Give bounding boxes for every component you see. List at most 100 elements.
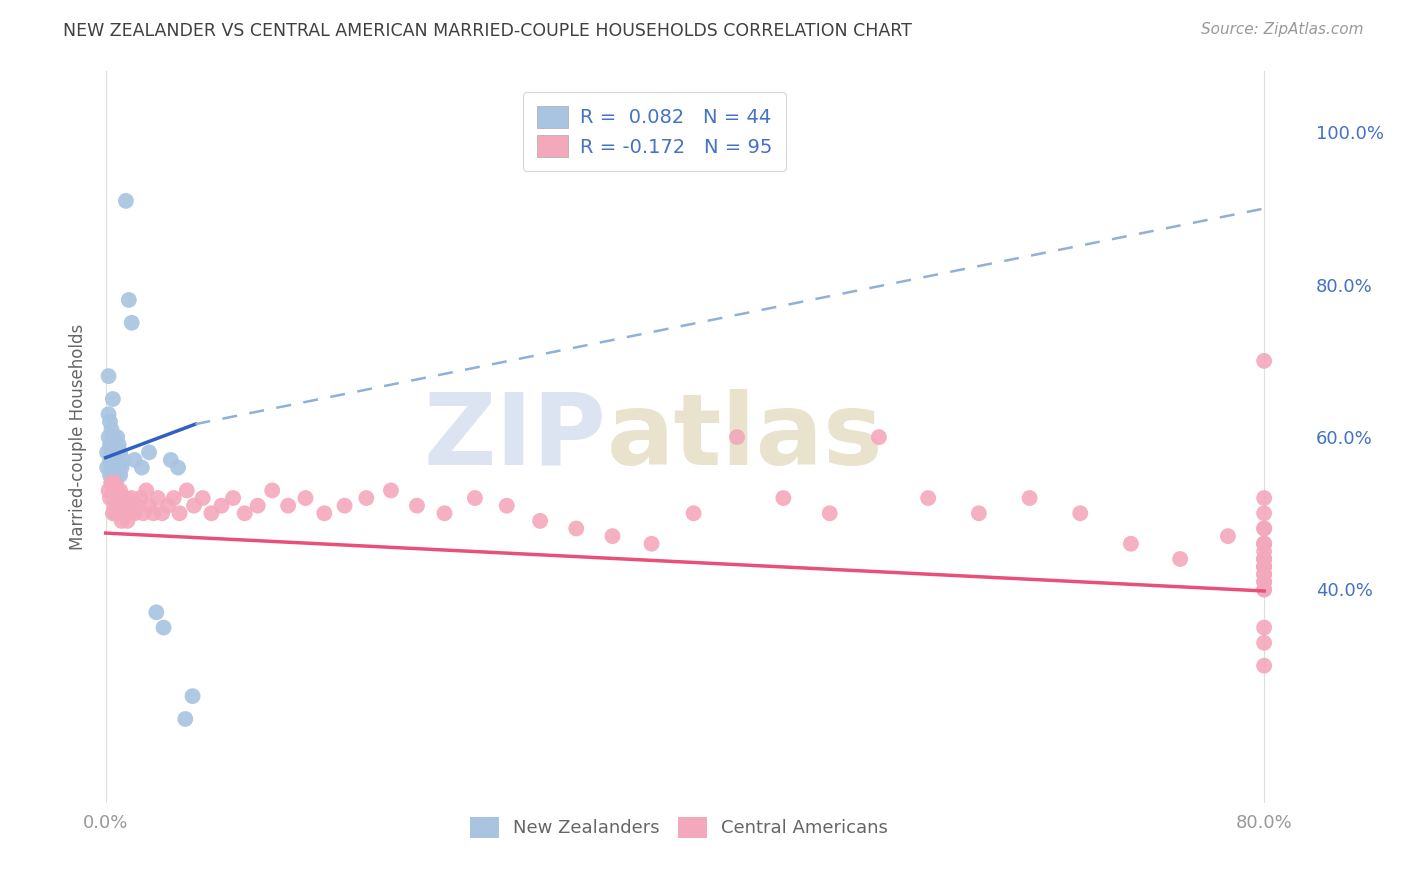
Point [222, 491, 245, 505]
Point [565, 521, 588, 535]
Point [380, 483, 402, 498]
Point [98, 415, 121, 429]
Point [1253, 559, 1275, 574]
Point [152, 621, 174, 635]
Point [107, 438, 129, 452]
Point [100, 422, 122, 436]
Point [105, 453, 128, 467]
Point [159, 453, 181, 467]
Text: atlas: atlas [606, 389, 883, 485]
Point [1253, 574, 1275, 589]
Point [98, 468, 121, 483]
Point [108, 506, 131, 520]
Point [121, 491, 143, 505]
Point [129, 491, 152, 505]
Point [1253, 537, 1275, 551]
Point [174, 712, 197, 726]
Point [277, 499, 299, 513]
Point [1253, 537, 1275, 551]
Point [100, 475, 122, 490]
Point [97, 483, 120, 498]
Point [176, 483, 198, 498]
Point [104, 460, 127, 475]
Point [1253, 537, 1275, 551]
Point [117, 514, 139, 528]
Point [121, 316, 143, 330]
Point [1253, 506, 1275, 520]
Point [868, 430, 890, 444]
Point [103, 475, 125, 490]
Point [1253, 636, 1275, 650]
Point [314, 506, 336, 520]
Point [135, 483, 157, 498]
Point [97, 430, 120, 444]
Point [529, 514, 551, 528]
Point [640, 537, 662, 551]
Point [110, 460, 132, 475]
Point [100, 460, 122, 475]
Point [97, 369, 120, 384]
Point [142, 506, 165, 520]
Point [98, 453, 121, 467]
Point [1253, 658, 1275, 673]
Point [1253, 521, 1275, 535]
Point [406, 499, 429, 513]
Point [233, 506, 256, 520]
Point [103, 430, 125, 444]
Point [105, 499, 128, 513]
Point [118, 293, 141, 307]
Point [1253, 567, 1275, 582]
Point [682, 506, 704, 520]
Point [105, 430, 128, 444]
Point [131, 460, 153, 475]
Point [103, 453, 125, 467]
Point [108, 483, 131, 498]
Point [1253, 354, 1275, 368]
Point [333, 499, 356, 513]
Point [108, 468, 131, 483]
Point [124, 506, 146, 520]
Y-axis label: Married-couple Households: Married-couple Households [69, 324, 87, 550]
Point [262, 483, 284, 498]
Point [464, 491, 486, 505]
Point [1253, 544, 1275, 558]
Point [100, 475, 122, 490]
Point [246, 499, 269, 513]
Point [132, 506, 155, 520]
Point [1253, 559, 1275, 574]
Point [138, 445, 160, 459]
Point [1253, 582, 1275, 597]
Point [1253, 521, 1275, 535]
Point [145, 605, 167, 619]
Point [356, 491, 378, 505]
Point [138, 499, 160, 513]
Point [167, 460, 190, 475]
Point [181, 689, 204, 703]
Point [725, 430, 748, 444]
Point [108, 445, 131, 459]
Point [104, 438, 127, 452]
Point [294, 491, 316, 505]
Point [101, 392, 124, 406]
Point [156, 499, 179, 513]
Point [118, 499, 141, 513]
Point [433, 506, 456, 520]
Point [101, 430, 124, 444]
Point [146, 491, 169, 505]
Point [100, 445, 122, 459]
Point [1253, 582, 1275, 597]
Point [169, 506, 191, 520]
Point [105, 468, 128, 483]
Point [107, 506, 129, 520]
Point [112, 453, 135, 467]
Point [112, 506, 135, 520]
Point [105, 483, 128, 498]
Point [107, 460, 129, 475]
Point [115, 194, 138, 208]
Point [101, 468, 124, 483]
Point [967, 506, 990, 520]
Point [1069, 506, 1091, 520]
Point [917, 491, 939, 505]
Point [1018, 491, 1040, 505]
Point [101, 506, 124, 520]
